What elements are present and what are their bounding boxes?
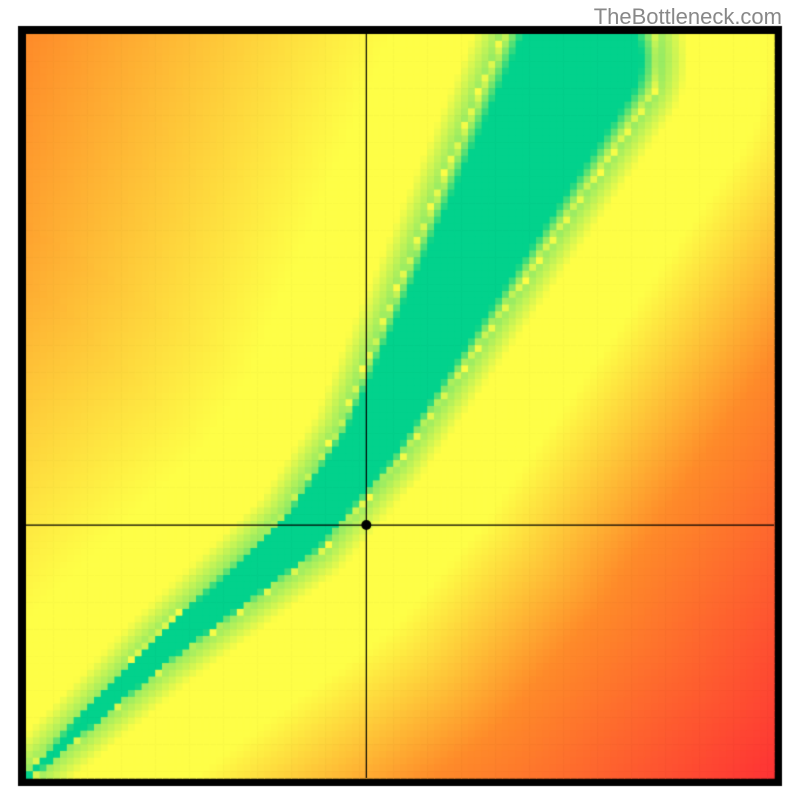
bottleneck-heatmap (0, 0, 800, 800)
chart-container: TheBottleneck.com (0, 0, 800, 800)
watermark-text: TheBottleneck.com (594, 4, 782, 30)
